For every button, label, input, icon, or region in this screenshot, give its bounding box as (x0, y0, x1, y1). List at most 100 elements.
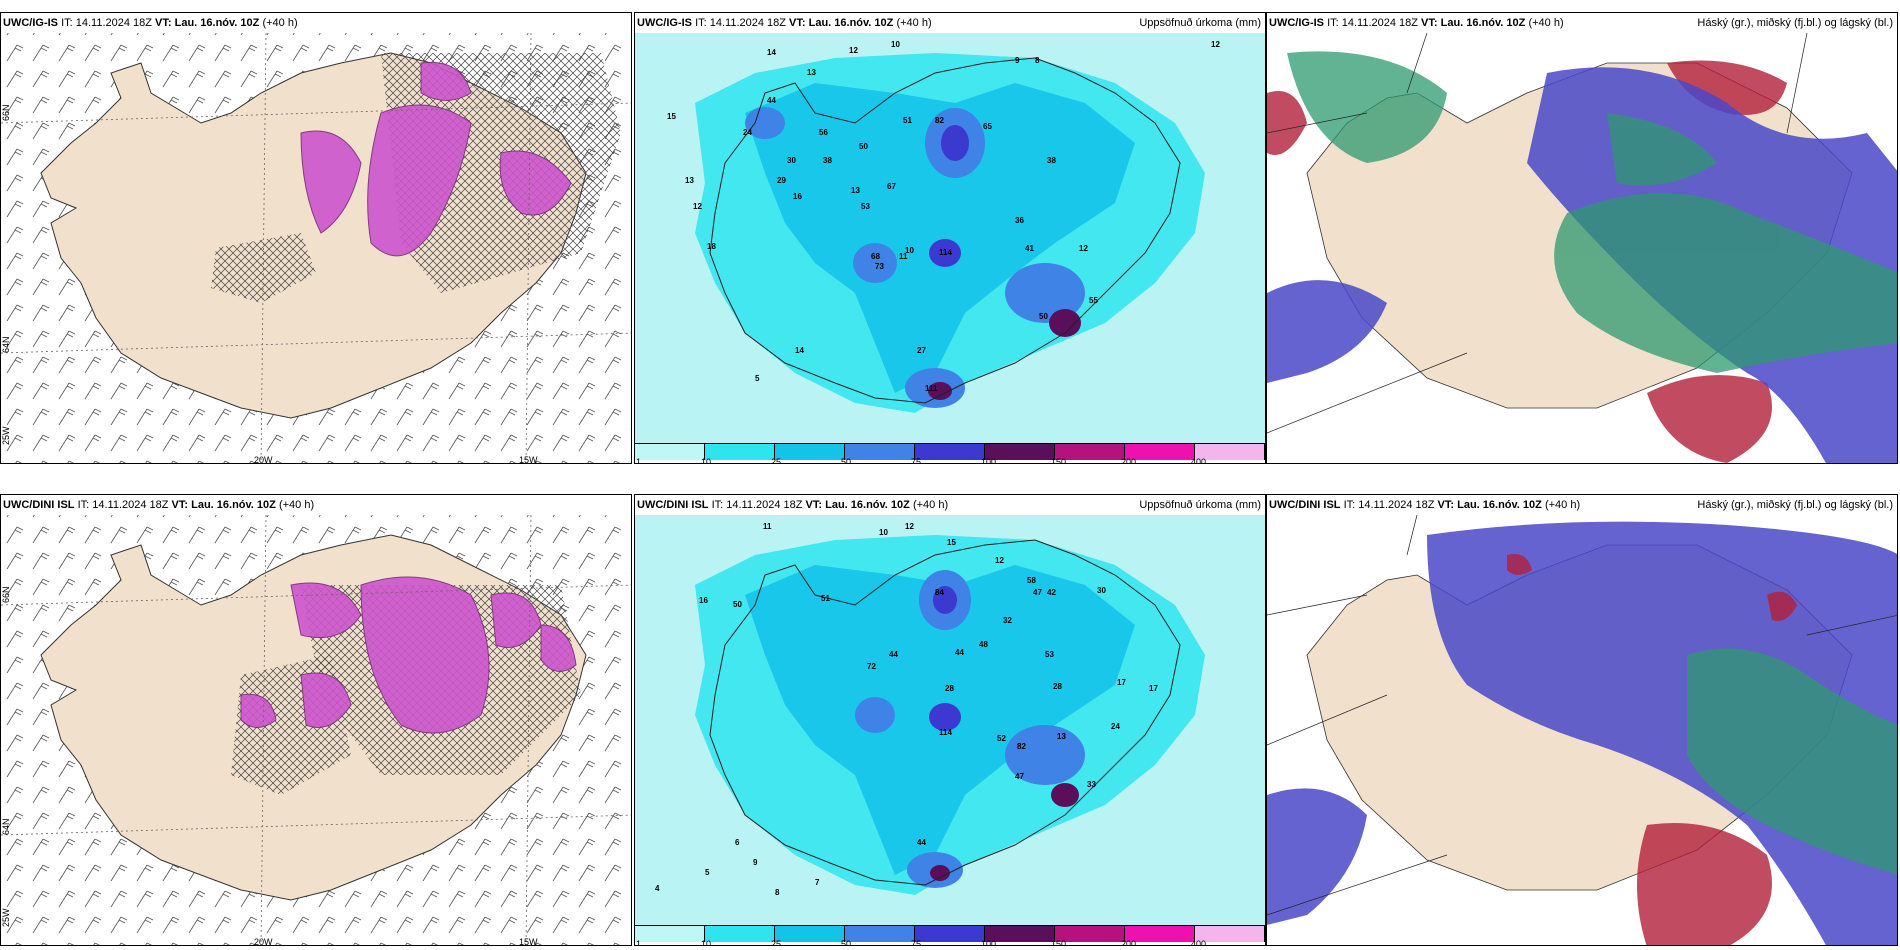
panel-top-middle: UWC/IG-IS IT: 14.11.2024 18Z VT: Lau. 16… (634, 12, 1266, 464)
precip-value: 29 (777, 176, 786, 185)
precip-value: 8 (1035, 56, 1040, 65)
precip-value: 67 (887, 182, 896, 191)
legend-swatch (985, 444, 1055, 460)
legend-swatch (775, 926, 845, 942)
legend-label: 10 (701, 457, 712, 464)
precip-value: 36 (1015, 216, 1024, 225)
precip-value: 9 (753, 858, 758, 867)
precip-value: 30 (1097, 586, 1106, 595)
precip-value: 13 (851, 186, 860, 195)
cloud-cover-map (1267, 514, 1897, 945)
precip-value: 18 (707, 242, 716, 251)
precip-value: 58 (1027, 576, 1036, 585)
precip-value: 14 (795, 346, 804, 355)
valid-time-label: VT: (155, 17, 172, 29)
legend-swatch (635, 444, 705, 460)
grid-lines (1, 514, 631, 945)
legend-swatch (985, 926, 1055, 942)
precip-area-moderate (745, 83, 1135, 393)
panel-header: UWC/DINI ISL IT: 14.11.2024 18Z VT: Lau.… (1, 495, 631, 515)
valid-time: Lau. 16.nóv. 10Z (808, 17, 894, 29)
lat-label-66: 66N (1, 104, 11, 121)
legend-label: 1 (636, 457, 642, 464)
lead-time: (+40 h) (1544, 499, 1581, 511)
precip-value: 24 (743, 128, 752, 137)
valid-time: Lau. 16.nóv. 10Z (191, 499, 276, 511)
precip-value: 13 (1057, 732, 1066, 741)
precip-value: 42 (1047, 588, 1056, 597)
precip-value: 41 (1025, 244, 1034, 253)
legend-label: 150 (1051, 457, 1067, 464)
model-source: UWC/DINI ISL (637, 499, 709, 511)
lon-label-20: 20W (254, 455, 273, 464)
legend-swatch (1055, 926, 1125, 942)
valid-time-label: VT: (805, 499, 823, 511)
lead-time: (+40 h) (912, 499, 949, 511)
precip-value: 47 (1033, 588, 1042, 597)
panel-header: UWC/DINI ISL IT: 14.11.2024 18Z VT: Lau.… (1267, 495, 1897, 515)
precip-value: 17 (1117, 678, 1126, 687)
precip-value: 48 (979, 640, 988, 649)
low-cloud (1267, 60, 1787, 463)
precip-value: 8 (775, 888, 780, 897)
precip-value: 53 (1045, 650, 1054, 659)
precip-value: 44 (767, 96, 776, 105)
legend-label: 200 (1121, 939, 1137, 946)
precip-heavy (855, 570, 1085, 888)
panel-header: UWC/IG-IS IT: 14.11.2024 18Z VT: Lau. 16… (635, 13, 1265, 33)
model-source: UWC/IG-IS (637, 17, 692, 29)
legend-swatch (1125, 444, 1195, 460)
precip-value: 5 (755, 374, 760, 383)
legend-label: 150 (1051, 939, 1067, 946)
init-time: IT: 14.11.2024 18Z (61, 17, 152, 29)
precip-value: 53 (861, 202, 870, 211)
legend-label: 25 (771, 939, 782, 946)
precip-legend: 1 10 25 50 75 100 150 200 400 (635, 443, 1265, 463)
precip-value: 65 (983, 122, 992, 131)
precip-heavy (745, 107, 1085, 408)
panel-header: UWC/DINI ISL IT: 14.11.2024 18Z VT: Lau.… (635, 495, 1265, 515)
legend-swatch (1195, 444, 1265, 460)
precip-value: 44 (889, 650, 898, 659)
precip-value: 84 (935, 588, 944, 597)
precip-value: 14 (767, 48, 776, 57)
grid-lines (1267, 32, 1808, 434)
precip-value: 15 (667, 112, 676, 121)
legend-swatch (915, 444, 985, 460)
legend-swatch (1195, 926, 1265, 942)
low-cloud (1507, 554, 1797, 945)
lon-label-15: 15W (519, 455, 538, 464)
precip-value: 13 (807, 68, 816, 77)
lat-label-66: 66N (1, 586, 11, 603)
precip-value: 11 (763, 522, 772, 531)
precip-value: 13 (685, 176, 694, 185)
panel-title: Háský (gr.), miðský (fj.bl.) og lágský (… (1697, 499, 1893, 511)
legend-label: 200 (1121, 457, 1137, 464)
iceland-coastline (709, 539, 1181, 886)
init-time: IT: 14.11.2024 18Z (711, 499, 803, 511)
legend-label: 75 (911, 939, 922, 946)
precip-value: 4 (655, 884, 660, 893)
precip-map: 11 10 12 15 58 47 42 12 30 16 32 51 84 5… (635, 515, 1265, 927)
valid-time-label: VT: (1421, 17, 1438, 29)
precip-value: 27 (917, 346, 926, 355)
model-source: UWC/DINI ISL (3, 499, 75, 511)
legend-label: 100 (981, 457, 997, 464)
precip-values: 14 13 12 10 9 8 12 15 44 56 24 38 30 13 … (667, 40, 1220, 393)
precip-map: 14 13 12 10 9 8 12 15 44 56 24 38 30 13 … (635, 33, 1265, 445)
precip-value: 28 (945, 684, 954, 693)
precip-value: 51 (903, 116, 912, 125)
precip-value: 44 (955, 648, 964, 657)
precip-value: 38 (1047, 156, 1056, 165)
snowfall-areas (300, 61, 572, 257)
legend-swatch (915, 926, 985, 942)
init-time: IT: 14.11.2024 18Z (695, 17, 786, 29)
legend-swatch (845, 926, 915, 942)
precip-value: 55 (1089, 296, 1098, 305)
legend-swatch (1125, 926, 1195, 942)
precip-value: 52 (997, 734, 1006, 743)
precip-value: 10 (879, 528, 888, 537)
cloud-cover-map (1267, 32, 1897, 463)
model-source: UWC/IG-IS (3, 17, 58, 29)
lead-time: (+40 h) (1528, 17, 1564, 29)
